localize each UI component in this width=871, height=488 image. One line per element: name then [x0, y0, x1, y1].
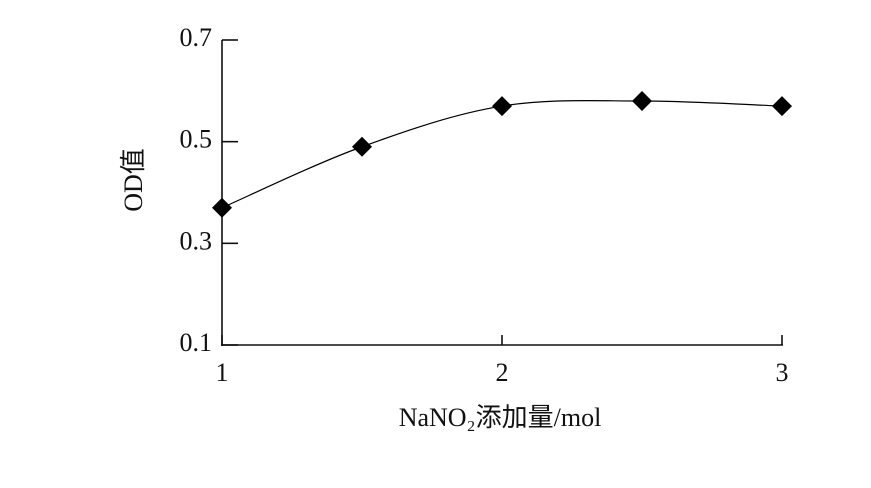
y-axis-title: OD值 [119, 148, 148, 212]
y-tick-label: 0.3 [180, 226, 213, 255]
x-tick-label: 2 [496, 358, 509, 387]
marker [352, 136, 372, 157]
marker [492, 96, 512, 117]
x-axis-title: NaNO₂添加量/mol [399, 403, 602, 432]
y-tick-label: 0.1 [180, 328, 213, 357]
x-tick-label: 3 [776, 358, 789, 387]
marker [632, 91, 652, 111]
line [221, 99, 783, 209]
y-tick-label: 0.7 [180, 23, 213, 52]
marker [772, 96, 792, 117]
x-tick-label: 1 [216, 358, 229, 387]
y-tick-label: 0.5 [180, 125, 213, 154]
marker [212, 197, 232, 218]
